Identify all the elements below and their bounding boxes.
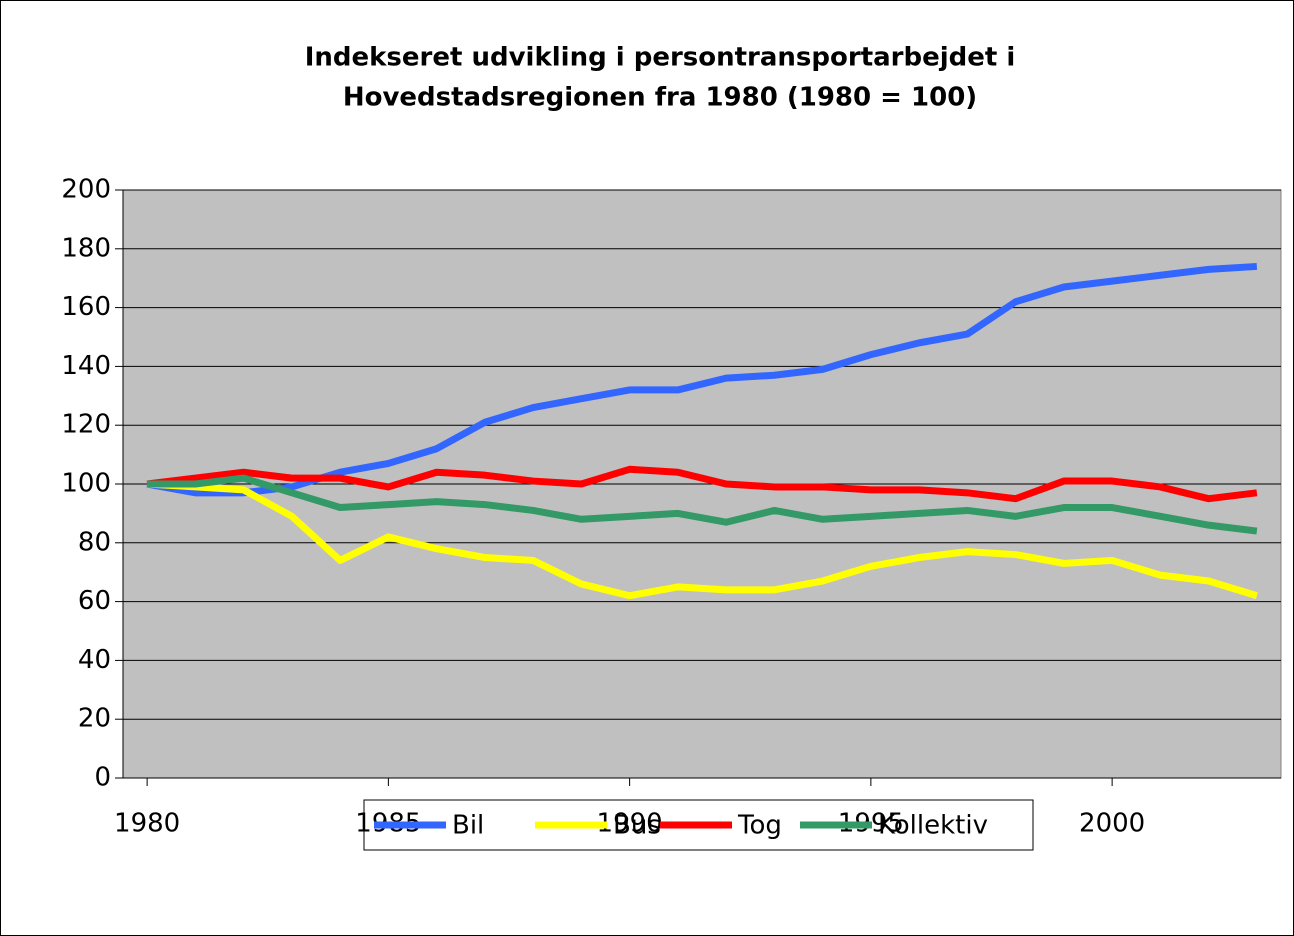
chart-title: Hovedstadsregionen fra 1980 (1980 = 100) <box>343 83 977 113</box>
y-tick-label: 80 <box>78 527 111 557</box>
y-tick-label: 0 <box>94 763 111 793</box>
y-tick-label: 200 <box>61 175 111 205</box>
series-line <box>146 465 1258 503</box>
y-tick-label: 180 <box>61 233 111 263</box>
series-line <box>147 474 1258 535</box>
series-line <box>146 480 1258 600</box>
y-tick-label: 160 <box>61 292 111 322</box>
x-tick-label: 2000 <box>1079 809 1145 839</box>
y-tick-label: 60 <box>78 586 111 616</box>
legend-label: Bil <box>452 811 484 841</box>
legend-label: Kollektiv <box>878 811 988 841</box>
legend-label: Bus <box>613 811 661 841</box>
x-tick-label: 1980 <box>114 809 180 839</box>
y-tick-label: 40 <box>78 645 111 675</box>
chart-title: Indekseret udvikling i persontransportar… <box>305 43 1016 73</box>
y-tick-label: 140 <box>61 351 111 381</box>
y-tick-label: 20 <box>78 704 111 734</box>
y-tick-label: 100 <box>61 469 111 499</box>
y-tick-label: 120 <box>61 410 111 440</box>
x-tick-label: 1990 <box>597 809 663 839</box>
legend-label: Tog <box>737 811 782 841</box>
